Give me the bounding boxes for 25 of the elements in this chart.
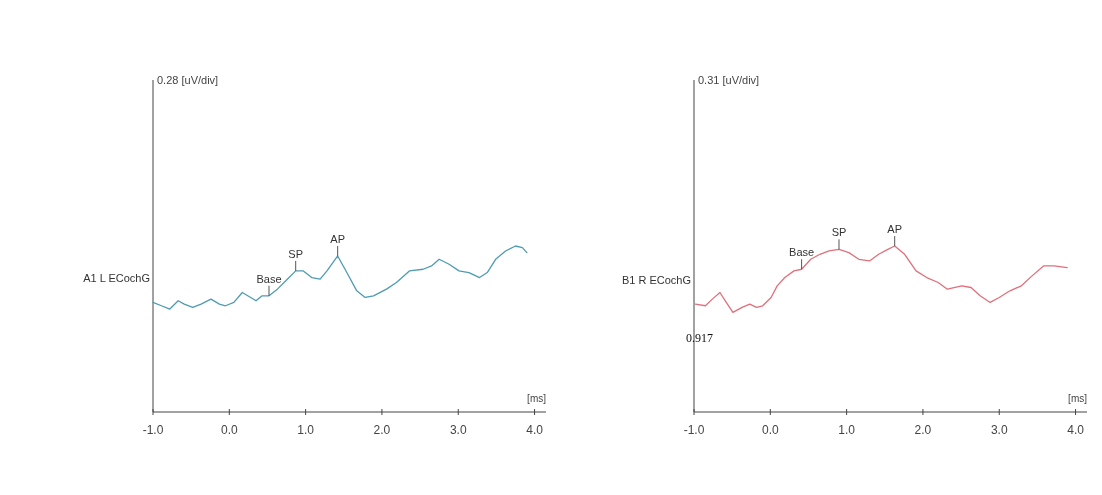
- x-axis-title: [ms]: [527, 393, 547, 404]
- x-axis-title: [ms]: [1068, 393, 1088, 404]
- annotation: SP: [831, 226, 847, 239]
- annotation: AP: [330, 232, 346, 245]
- annotation: SP: [288, 247, 304, 260]
- x-tick-label: 3.0: [449, 423, 467, 437]
- x-tick-label: -1.0: [683, 423, 705, 437]
- x-tick-label: 4.0: [1067, 423, 1085, 437]
- x-tick-label: 4.0: [526, 423, 544, 437]
- annotation: Base: [789, 246, 815, 259]
- x-tick-label: 0.0: [761, 423, 779, 437]
- x-tick-label: 3.0: [990, 423, 1008, 437]
- text: 0.28 [uV/div]: [157, 74, 219, 86]
- annotation: AP: [887, 223, 903, 235]
- x-tick-label: 1.0: [838, 423, 856, 437]
- series-label: A1 L ECochG: [83, 272, 150, 285]
- annotation: Base: [256, 272, 282, 285]
- series-label: B1 R ECochG: [621, 274, 691, 287]
- annotation: 0.917: [686, 331, 713, 346]
- x-tick-label: 1.0: [297, 423, 315, 437]
- x-tick-label: -1.0: [142, 423, 164, 437]
- x-tick-label: 2.0: [914, 423, 932, 437]
- text: 0.31 [uV/div]: [698, 74, 760, 86]
- x-tick-label: 0.0: [220, 423, 238, 437]
- x-tick-label: 2.0: [373, 423, 391, 437]
